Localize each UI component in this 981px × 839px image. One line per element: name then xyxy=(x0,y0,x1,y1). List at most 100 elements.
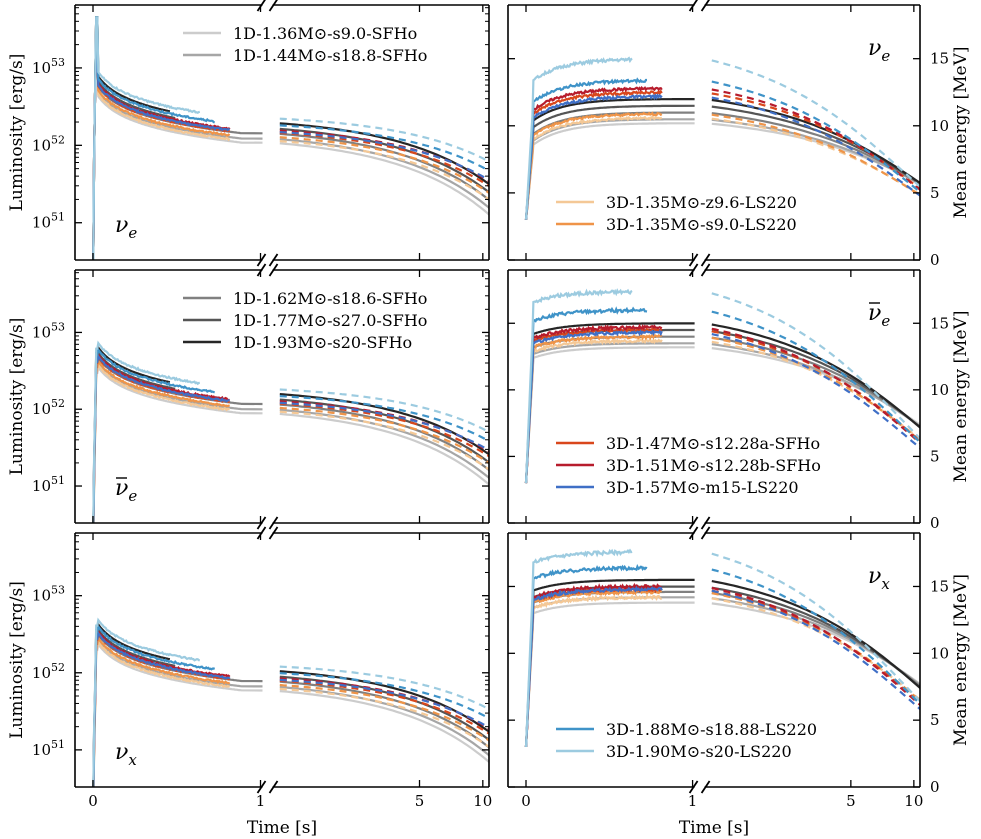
series-line-5 xyxy=(524,337,663,484)
series-group xyxy=(92,617,489,787)
y-tick-label: 1051 xyxy=(32,474,65,495)
series-line-6 xyxy=(524,333,663,484)
y-tick-label: 15 xyxy=(930,577,949,595)
series-line-11 xyxy=(524,56,633,220)
y-tick-label: 5 xyxy=(930,184,940,202)
series-line-11 xyxy=(524,288,633,484)
series-tail-9 xyxy=(711,589,920,711)
series-line-8 xyxy=(524,582,663,747)
series-line-3 xyxy=(92,16,176,260)
panel-en-anue: 0 5 10 15 Mean energy [MeV] νe 3D-1.47M⊙-s12.2… xyxy=(507,263,971,532)
series-line-4 xyxy=(92,621,171,787)
legend-label: 3D-1.90M⊙-s20-LS220 xyxy=(606,742,792,761)
axis-break-mark xyxy=(700,526,711,540)
series-tail-10 xyxy=(711,310,920,444)
series-group xyxy=(92,340,489,523)
series-tail-1 xyxy=(711,597,920,687)
x-tick-label: 5 xyxy=(415,792,425,810)
legend-label: 1D-1.36M⊙-s9.0-SFHo xyxy=(233,24,417,43)
series-line-8 xyxy=(524,85,663,220)
axis-break-mark xyxy=(268,263,279,277)
series-tail-2 xyxy=(279,132,489,202)
y-tick-label: 15 xyxy=(930,50,949,68)
series-tail-10 xyxy=(711,568,920,706)
series-tail-1 xyxy=(279,408,489,480)
x-tick-label: 5 xyxy=(846,792,856,810)
y-axis-label-right: Mean energy [MeV] xyxy=(951,46,971,218)
series-line-5 xyxy=(524,115,663,220)
series-tail-4 xyxy=(711,323,920,429)
legend-label: 1D-1.44M⊙-s18.8-SFHo xyxy=(233,46,427,65)
series-line-4 xyxy=(524,322,695,484)
series-tail-6 xyxy=(279,136,489,195)
y-tick-label: 10 xyxy=(930,644,949,662)
series-tail-9 xyxy=(279,401,489,452)
legend-label: 3D-1.57M⊙-m15-LS220 xyxy=(606,478,799,497)
series-line-6 xyxy=(92,358,230,523)
series-line-11 xyxy=(92,16,201,260)
series-tail-3 xyxy=(279,127,489,194)
series-line-10 xyxy=(92,347,215,523)
series-line-6 xyxy=(92,635,231,787)
series-tail-9 xyxy=(711,333,920,450)
axis-break-mark xyxy=(688,0,698,12)
series-tail-8 xyxy=(711,586,920,707)
y-tick-label: 1053 xyxy=(32,56,65,77)
series-line-4 xyxy=(92,344,171,523)
series-line-10 xyxy=(524,306,648,484)
y-axis-label-left: Luminosity [erg/s] xyxy=(7,581,27,739)
series-line-5 xyxy=(92,51,231,260)
axis-break-mark xyxy=(256,263,267,277)
y-tick-label: 0 xyxy=(930,514,940,532)
axis-break-mark xyxy=(268,516,279,530)
axis-break-mark xyxy=(688,780,699,794)
y-tick-label: 1052 xyxy=(32,397,65,418)
series-tail-1 xyxy=(279,138,489,210)
y-tick-label: 5 xyxy=(930,447,940,465)
series-line-4 xyxy=(524,578,695,747)
legend-label: 1D-1.77M⊙-s27.0-SFHo xyxy=(233,311,427,330)
axis-break-mark xyxy=(688,253,699,267)
legend-label: 1D-1.93M⊙-s20-SFHo xyxy=(233,333,412,352)
legend: 3D-1.47M⊙-s12.28a-SFHo 3D-1.51M⊙-s12.28b-… xyxy=(556,434,821,497)
series-line-3 xyxy=(524,104,695,220)
y-axis-label-left: Luminosity [erg/s] xyxy=(7,54,27,212)
flavor-label: νe xyxy=(115,213,137,242)
legend: 1D-1.36M⊙-s9.0-SFHo 1D-1.44M⊙-s18.8-SFHo xyxy=(183,24,427,65)
y-tick-label: 1051 xyxy=(32,211,65,232)
axis-break-mark xyxy=(268,526,279,540)
series-tail-5 xyxy=(711,117,920,196)
series-line-7 xyxy=(524,88,663,220)
series-tail-9 xyxy=(711,96,920,197)
series-line-2 xyxy=(92,632,263,787)
series-tail-7 xyxy=(279,131,489,188)
legend-label: 3D-1.35M⊙-z9.6-LS220 xyxy=(606,193,797,212)
series-line-8 xyxy=(524,323,663,484)
series-line-10 xyxy=(524,77,647,220)
y-tick-label: 0 xyxy=(930,251,940,269)
axis-break-mark xyxy=(256,526,267,540)
axis-break-mark xyxy=(256,516,267,530)
axis-break-mark xyxy=(688,526,699,540)
x-axis-label: Time [s] xyxy=(679,818,749,838)
y-tick-label: 10 xyxy=(930,117,949,135)
series-tail-2 xyxy=(279,680,489,749)
series-line-0 xyxy=(524,122,695,220)
series-line-8 xyxy=(92,629,231,787)
x-tick-label: 0 xyxy=(88,792,98,810)
legend: 1D-1.62M⊙-s18.6-SFHo 1D-1.77M⊙-s27.0-SFHo… xyxy=(183,289,427,352)
axis-break-mark xyxy=(700,0,710,12)
series-line-6 xyxy=(92,51,231,260)
series-tail-4 xyxy=(711,580,920,690)
series-tail-2 xyxy=(711,591,920,688)
series-tail-5 xyxy=(279,410,489,471)
axis-break-mark xyxy=(700,516,711,530)
series-tail-0 xyxy=(279,142,489,216)
legend-label: 1D-1.62M⊙-s18.6-SFHo xyxy=(233,289,427,308)
series-tail-11 xyxy=(711,292,920,441)
y-tick-label: 15 xyxy=(930,314,949,332)
series-line-4 xyxy=(524,97,695,220)
